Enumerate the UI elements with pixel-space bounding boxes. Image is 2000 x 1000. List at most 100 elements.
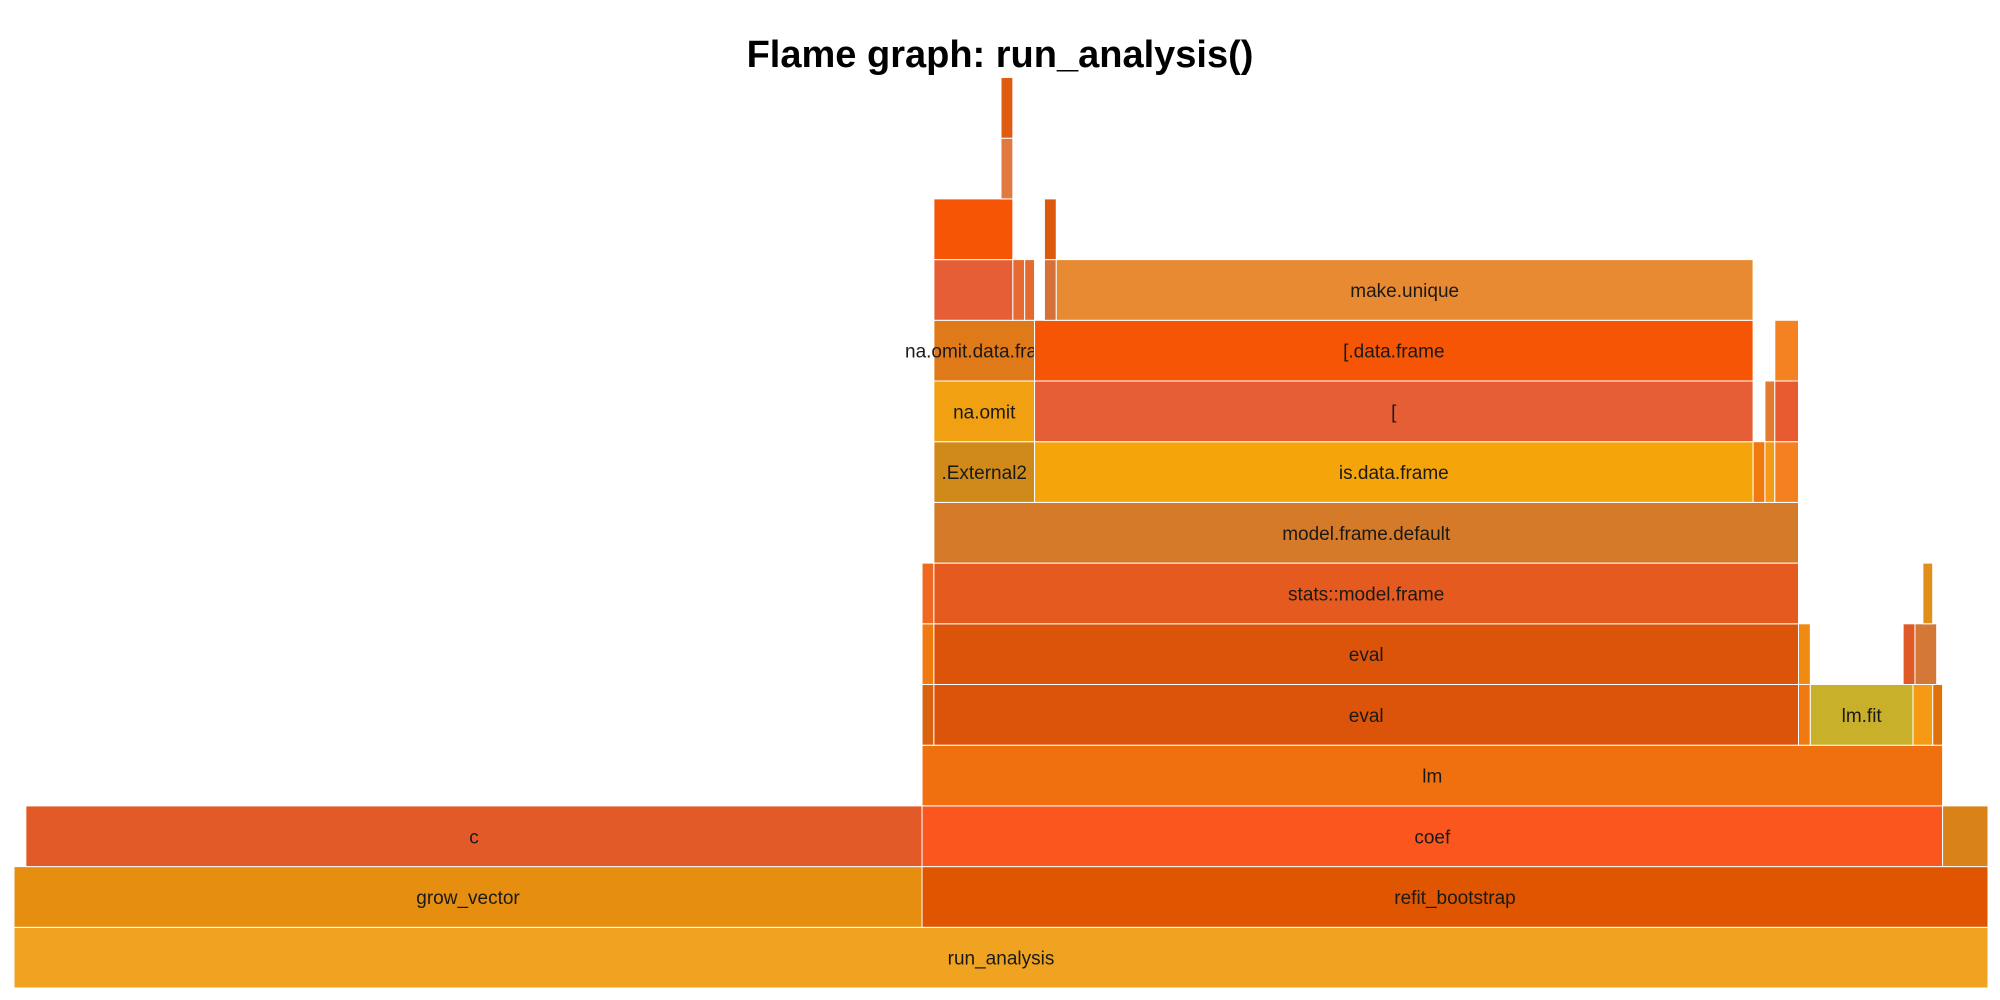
frame-data-frame-32[interactable]: [.data.frame	[1034, 319, 1754, 382]
frame-unlabeled-26[interactable]	[1774, 441, 1799, 503]
frame-rect[interactable]	[933, 259, 1014, 321]
frame-rect[interactable]	[1043, 259, 1057, 321]
frame-rect[interactable]	[1034, 380, 1754, 443]
frame-na-omit-27[interactable]: na.omit	[933, 380, 1036, 443]
frame-unlabeled-18[interactable]	[921, 562, 935, 625]
frame-bracket-28[interactable]: [	[1034, 380, 1754, 443]
frame-rect[interactable]	[1055, 259, 1754, 321]
frame-unlabeled-42[interactable]	[1000, 77, 1014, 139]
frame-stats-model-frame-19[interactable]: stats::model.frame	[933, 562, 1799, 625]
frame-unlabeled-30[interactable]	[1774, 380, 1799, 443]
frame-rect[interactable]	[921, 744, 1944, 807]
frame-unlabeled-13[interactable]	[921, 623, 935, 685]
frames-layer: run_analysis grow_vector refit_bootstrap c c…	[13, 77, 1989, 989]
frame-label: lm	[1422, 767, 1442, 788]
frame-eval-14[interactable]: eval	[933, 623, 1799, 685]
frame-unlabeled-20[interactable]	[1922, 562, 1934, 625]
frame-unlabeled-41[interactable]	[1000, 137, 1014, 200]
frame-eval-8[interactable]: eval	[933, 684, 1799, 746]
frame-rect[interactable]	[933, 380, 1036, 443]
frame-unlabeled-15[interactable]	[1797, 623, 1811, 685]
frame-label: model.frame.default	[1282, 524, 1451, 545]
frame-na-omit-data-frame-31[interactable]: na.omit.data.frame	[905, 319, 1063, 382]
frame-rect[interactable]	[1912, 684, 1934, 746]
frame-rect[interactable]	[933, 198, 1014, 261]
frame-label: na.omit.data.frame	[905, 342, 1063, 363]
frame-unlabeled-7[interactable]	[921, 684, 935, 746]
frame-rect[interactable]	[1774, 380, 1799, 443]
frame-unlabeled-5[interactable]	[1942, 805, 1989, 868]
frame-rect[interactable]	[1000, 77, 1014, 139]
frame-unlabeled-17[interactable]	[1914, 623, 1938, 685]
frame-rect[interactable]	[1043, 198, 1057, 261]
frame-rect[interactable]	[933, 319, 1036, 382]
frame-label: grow_vector	[416, 888, 520, 909]
frame-run-analysis-0[interactable]: run_analysis	[13, 926, 1989, 989]
frame-label: eval	[1349, 645, 1384, 666]
frame-rect[interactable]	[1774, 319, 1799, 382]
frame-label: [.data.frame	[1343, 342, 1444, 363]
frame-rect[interactable]	[1922, 562, 1934, 625]
frame-label: is.data.frame	[1339, 463, 1449, 484]
chart-title: Flame graph: run_analysis()	[746, 34, 1254, 76]
frame-rect[interactable]	[933, 623, 1799, 685]
frame-lm-fit-10[interactable]: lm.fit	[1809, 684, 1914, 746]
frame-unlabeled-40[interactable]	[1043, 198, 1057, 261]
frame-rect[interactable]	[1942, 805, 1989, 868]
frame-coef-4[interactable]: coef	[921, 805, 1944, 868]
frame-unlabeled-12[interactable]	[1932, 684, 1944, 746]
frame-rect[interactable]	[921, 562, 935, 625]
frame-unlabeled-25[interactable]	[1764, 441, 1776, 503]
frame-unlabeled-33[interactable]	[1774, 319, 1799, 382]
frame-rect[interactable]	[921, 623, 935, 685]
frame-rect[interactable]	[1914, 623, 1938, 685]
frame-unlabeled-24[interactable]	[1752, 441, 1766, 503]
frame-rect[interactable]	[1764, 380, 1776, 443]
frame-unlabeled-9[interactable]	[1797, 684, 1811, 746]
frame-rect[interactable]	[1752, 441, 1766, 503]
frame-rect[interactable]	[933, 684, 1799, 746]
frame-rect[interactable]	[933, 562, 1799, 625]
frame-refit-bootstrap-2[interactable]: refit_bootstrap	[921, 866, 1989, 928]
frame-rect[interactable]	[921, 805, 1944, 868]
frame-is-data-frame-23[interactable]: is.data.frame	[1034, 441, 1754, 503]
frame-rect[interactable]	[13, 926, 1989, 989]
frame-c-3[interactable]: c	[25, 805, 923, 868]
frame-rect[interactable]	[1797, 684, 1811, 746]
frame-rect[interactable]	[1764, 441, 1776, 503]
frame-unlabeled-36[interactable]	[1024, 259, 1036, 321]
frame-rect[interactable]	[1932, 684, 1944, 746]
frame-grow-vector-1[interactable]: grow_vector	[13, 866, 923, 928]
frame-unlabeled-39[interactable]	[933, 198, 1014, 261]
frame-rect[interactable]	[25, 805, 923, 868]
frame-rect[interactable]	[1034, 319, 1754, 382]
frame-model-frame-default-21[interactable]: model.frame.default	[933, 501, 1799, 564]
frame-rect[interactable]	[921, 866, 1989, 928]
frame-unlabeled-16[interactable]	[1902, 623, 1916, 685]
frame-label: coef	[1414, 827, 1451, 848]
frame-rect[interactable]	[1774, 441, 1799, 503]
frame-rect[interactable]	[933, 501, 1799, 564]
frame-label: eval	[1349, 706, 1384, 727]
frame-External2-22[interactable]: .External2	[933, 441, 1036, 503]
frame-rect[interactable]	[1797, 623, 1811, 685]
frame-unlabeled-11[interactable]	[1912, 684, 1934, 746]
frame-rect[interactable]	[933, 441, 1036, 503]
frame-rect[interactable]	[1024, 259, 1036, 321]
frame-unlabeled-34[interactable]	[933, 259, 1014, 321]
frame-unlabeled-37[interactable]	[1043, 259, 1057, 321]
frame-unlabeled-35[interactable]	[1012, 259, 1026, 321]
frame-lm-6[interactable]: lm	[921, 744, 1944, 807]
frame-label: [	[1391, 402, 1397, 423]
frame-rect[interactable]	[1000, 137, 1014, 200]
frame-make-unique-38[interactable]: make.unique	[1055, 259, 1754, 321]
frame-rect[interactable]	[1809, 684, 1914, 746]
frame-label: refit_bootstrap	[1394, 888, 1515, 909]
frame-rect[interactable]	[921, 684, 935, 746]
frame-rect[interactable]	[1902, 623, 1916, 685]
frame-label: run_analysis	[948, 949, 1055, 970]
frame-unlabeled-29[interactable]	[1764, 380, 1776, 443]
frame-rect[interactable]	[1012, 259, 1026, 321]
frame-rect[interactable]	[1034, 441, 1754, 503]
